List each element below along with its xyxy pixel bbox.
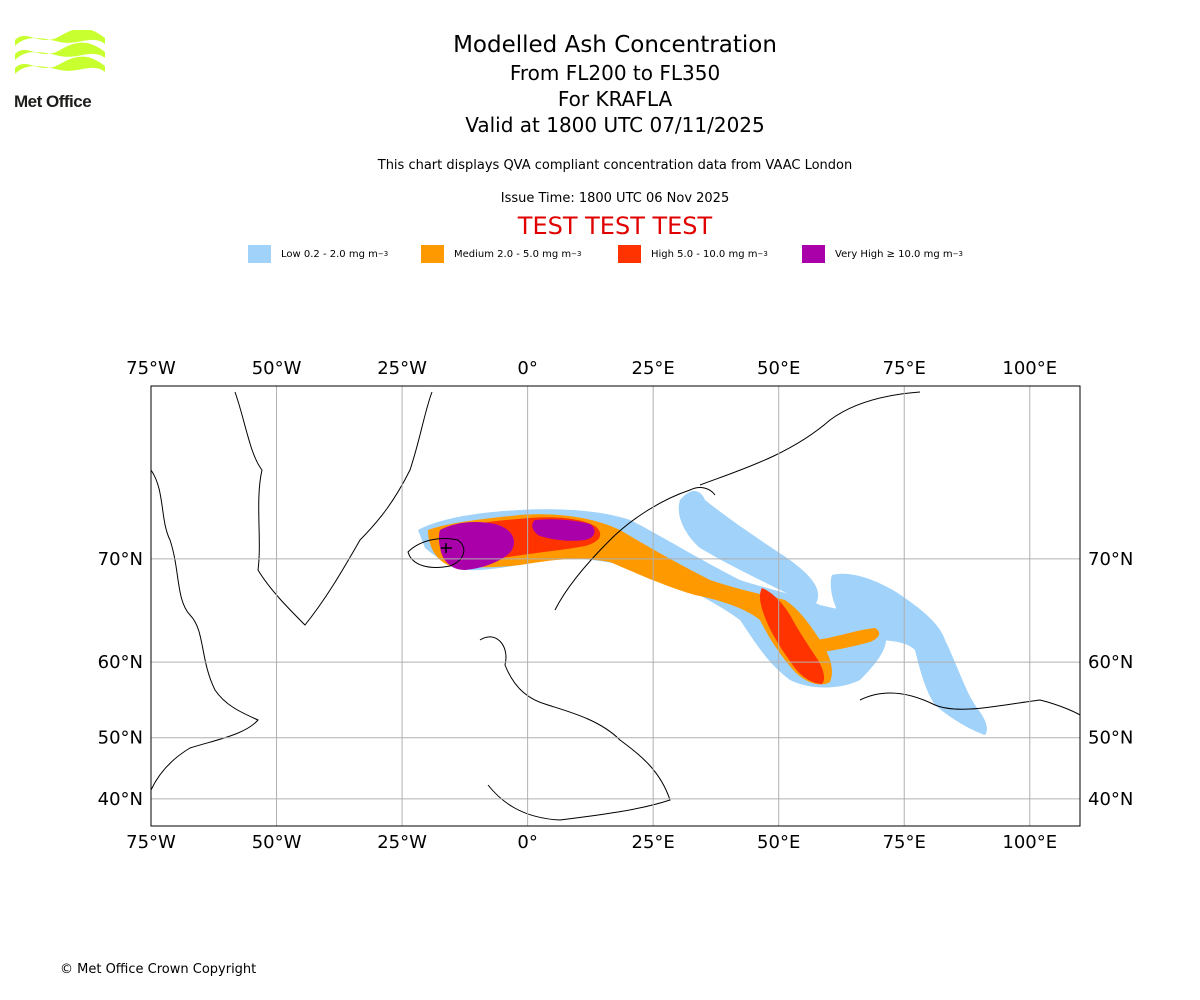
lat-tick-label-left: 60°N xyxy=(98,652,143,673)
coastlines xyxy=(151,391,1080,821)
lon-tick-label-top: 25°E xyxy=(632,358,675,379)
legend-unit-exp-low: −3 xyxy=(377,250,389,258)
tick-labels: 75°W 75°W 50°W 50°W 25°W 25°W 0° 0° 25°E 25°E 50°E… xyxy=(98,358,1134,853)
legend-item-very-high: Very High ≥ 10.0 mg m −3 xyxy=(802,244,963,264)
ash-medium-region xyxy=(428,514,832,685)
lon-tick-label-bottom: 25°E xyxy=(632,832,675,853)
lon-tick-label-bottom: 25°W xyxy=(377,832,427,853)
legend-label-low: Low 0.2 - 2.0 mg m xyxy=(281,248,378,260)
coastline-russia-north xyxy=(699,391,921,486)
legend-unit-exp-very-high: −3 xyxy=(952,250,963,258)
coastline-greenland xyxy=(234,391,433,626)
copyright-notice: © Met Office Crown Copyright xyxy=(60,962,257,977)
lat-tick-label-left: 40°N xyxy=(98,789,143,810)
coastline-iceland xyxy=(407,538,465,568)
lat-tick-label-right: 60°N xyxy=(1088,652,1133,673)
lon-tick-label-top: 75°W xyxy=(126,358,176,379)
ash-plume xyxy=(418,491,987,735)
coastline-caspian xyxy=(859,692,1080,716)
flight-level-range: From FL200 to FL350 xyxy=(509,61,721,85)
lon-tick-label-top: 50°E xyxy=(757,358,800,379)
issue-time: Issue Time: 1800 UTC 06 Nov 2025 xyxy=(500,191,730,206)
ash-low-region xyxy=(830,573,987,735)
ash-medium-region xyxy=(815,628,880,652)
ash-high-region xyxy=(759,588,825,684)
legend-unit-exp-medium: −3 xyxy=(571,250,582,258)
valid-time: Valid at 1800 UTC 07/11/2025 xyxy=(465,113,765,137)
legend-item-high: High 5.0 - 10.0 mg m −3 xyxy=(618,244,768,264)
met-office-waves-icon xyxy=(15,28,105,74)
met-office-wordmark: Met Office xyxy=(14,92,92,111)
gridlines xyxy=(151,386,1080,826)
legend-label-very-high: Very High ≥ 10.0 mg m xyxy=(835,248,953,260)
legend-item-medium: Medium 2.0 - 5.0 mg m −3 xyxy=(421,244,581,264)
legend-swatch-high xyxy=(618,245,641,263)
coastline-norway xyxy=(554,487,716,611)
volcano-name: For KRAFLA xyxy=(557,87,673,111)
lat-tick-label-right: 50°N xyxy=(1088,728,1133,749)
legend-swatch-low xyxy=(248,245,271,263)
lon-tick-label-bottom: 75°E xyxy=(883,832,926,853)
volcano-source-marker xyxy=(441,543,452,553)
ash-low-region xyxy=(678,491,819,605)
legend-label-medium: Medium 2.0 - 5.0 mg m xyxy=(454,248,572,260)
qva-note: This chart displays QVA compliant concen… xyxy=(377,158,853,173)
lat-tick-label-left: 50°N xyxy=(98,728,143,749)
lat-tick-label-right: 40°N xyxy=(1088,789,1133,810)
lon-tick-label-bottom: 50°E xyxy=(757,832,800,853)
lon-tick-label-top: 25°W xyxy=(377,358,427,379)
lat-tick-label-left: 70°N xyxy=(98,549,143,570)
coastline-europe xyxy=(479,636,671,821)
chart-title: Modelled Ash Concentration xyxy=(453,32,777,58)
lon-tick-label-top: 0° xyxy=(517,358,537,379)
legend-swatch-medium xyxy=(421,245,444,263)
lon-tick-label-bottom: 50°W xyxy=(252,832,302,853)
map-background xyxy=(151,386,1080,826)
legend-label-high: High 5.0 - 10.0 mg m xyxy=(651,248,758,260)
lon-tick-label-bottom: 100°E xyxy=(1002,832,1057,853)
coastline-canada xyxy=(151,469,259,791)
lon-tick-label-bottom: 0° xyxy=(517,832,537,853)
legend-item-low: Low 0.2 - 2.0 mg m −3 xyxy=(248,244,388,264)
lon-tick-label-top: 75°E xyxy=(883,358,926,379)
test-banner: TEST TEST TEST xyxy=(517,212,713,240)
lon-tick-label-top: 50°W xyxy=(252,358,302,379)
legend-swatch-very-high xyxy=(802,245,825,263)
lon-tick-label-top: 100°E xyxy=(1002,358,1057,379)
lat-tick-label-right: 70°N xyxy=(1088,549,1133,570)
title-block: Modelled Ash Concentration From FL200 to… xyxy=(0,30,1200,138)
ash-very-high-region xyxy=(438,522,515,570)
ash-very-high-region xyxy=(532,519,595,541)
met-office-logo: Met Office xyxy=(14,28,110,111)
map-frame xyxy=(150,385,1081,827)
legend-unit-exp-high: −3 xyxy=(757,250,768,258)
lon-tick-label-bottom: 75°W xyxy=(126,832,176,853)
